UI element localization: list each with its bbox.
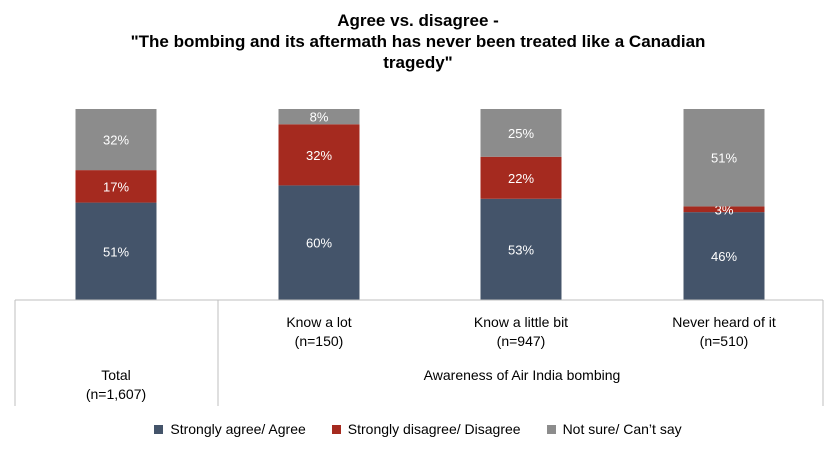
category-label: Know a lot <box>286 314 351 330</box>
chart-legend: Strongly agree/ Agree Strongly disagree/… <box>0 421 836 437</box>
bar-segment <box>278 185 360 300</box>
category-label: Never heard of it <box>672 314 776 330</box>
legend-item-agree: Strongly agree/ Agree <box>154 421 306 437</box>
chart-title: Agree vs. disagree - "The bombing and it… <box>0 10 836 73</box>
data-label: 46% <box>711 249 737 264</box>
bar-segment <box>480 198 562 300</box>
category-sample-size: (n=510) <box>700 333 749 349</box>
category-label: Know a little bit <box>474 314 568 330</box>
data-label: 32% <box>103 133 129 148</box>
bar-segment <box>683 212 765 300</box>
legend-item-disagree: Strongly disagree/ Disagree <box>331 421 521 437</box>
chart-title-line-1: Agree vs. disagree - <box>337 11 499 30</box>
data-label: 60% <box>306 236 332 251</box>
bar-segment <box>75 202 157 300</box>
bar-segment <box>278 124 360 186</box>
bar-segment <box>75 109 157 171</box>
data-label: 22% <box>508 171 534 186</box>
chart-title-line-2: "The bombing and its aftermath has never… <box>130 32 706 51</box>
category-label: Total <box>101 367 131 383</box>
data-label: 25% <box>508 126 534 141</box>
category-sample-size: (n=947) <box>497 333 546 349</box>
legend-item-not-sure: Not sure/ Can’t say <box>546 421 682 437</box>
data-label: 17% <box>103 179 129 194</box>
bar-segment <box>480 109 562 157</box>
bar-segment <box>278 109 360 125</box>
legend-label-agree: Strongly agree/ Agree <box>170 421 306 437</box>
bar-segment <box>75 170 157 203</box>
chart-title-line-3: tragedy" <box>383 53 453 72</box>
bar-segment <box>480 156 562 199</box>
data-label: 32% <box>306 148 332 163</box>
legend-swatch-agree <box>154 424 164 434</box>
bar-segment <box>683 109 765 207</box>
bar-segment <box>683 206 765 213</box>
legend-label-not-sure: Not sure/ Can’t say <box>562 421 682 437</box>
category-sample-size: (n=1,607) <box>86 386 146 402</box>
data-label: 51% <box>103 244 129 259</box>
legend-label-disagree: Strongly disagree/ Disagree <box>347 421 521 437</box>
group-axis-label: Awareness of Air India bombing <box>424 367 621 383</box>
category-sample-size: (n=150) <box>295 333 344 349</box>
legend-swatch-not-sure <box>546 424 556 434</box>
legend-swatch-disagree <box>331 424 341 434</box>
data-label: 51% <box>711 151 737 166</box>
data-label: 53% <box>508 242 534 257</box>
data-label: 8% <box>310 110 329 125</box>
